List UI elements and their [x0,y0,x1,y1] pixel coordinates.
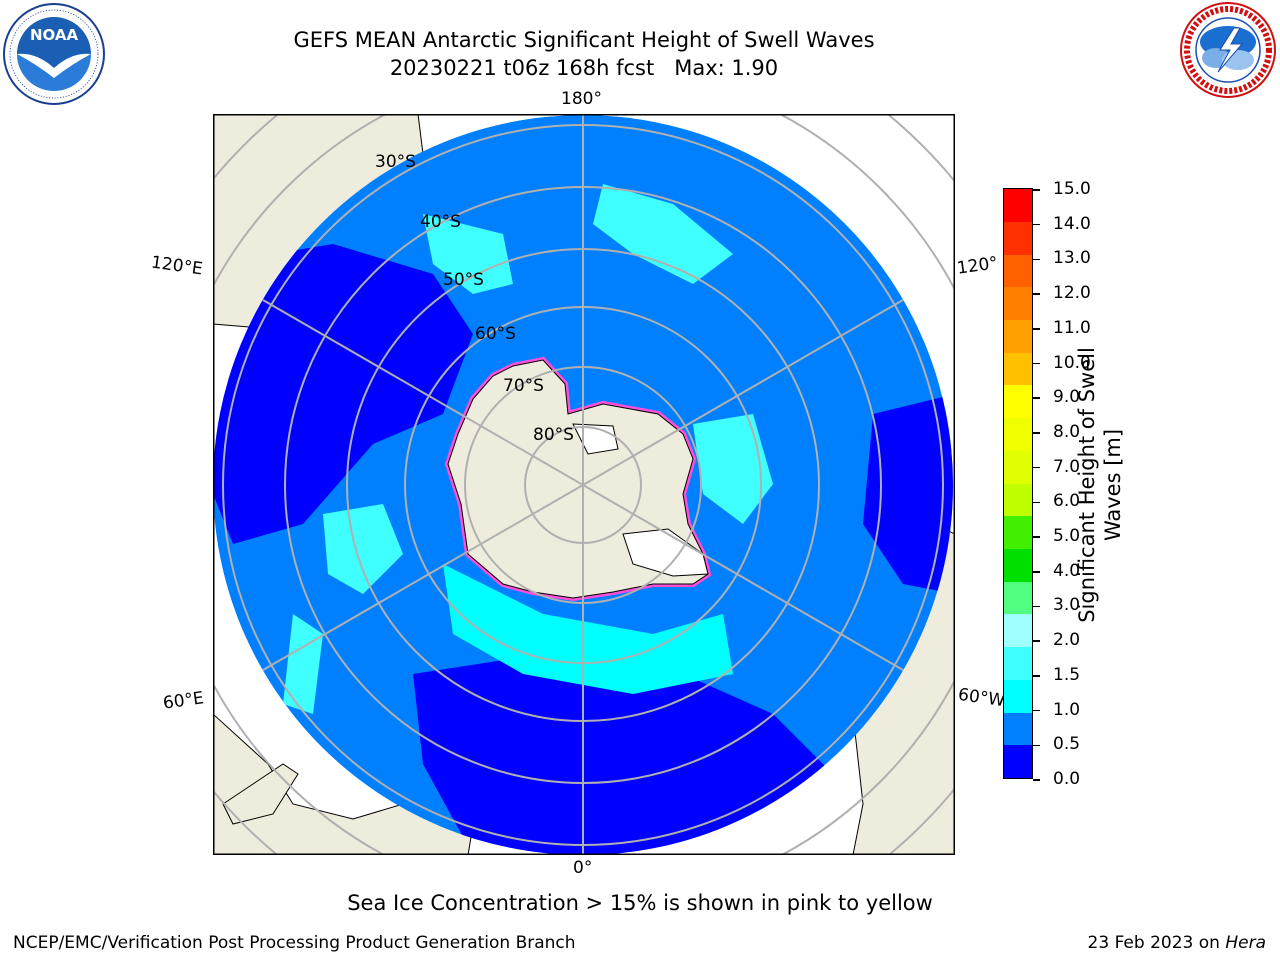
colorbar-bin [1004,319,1032,353]
colorbar-tick-label: 13.0 [1053,248,1091,269]
lon-label-120e: 120°E [149,252,204,280]
graticule [222,115,944,855]
colorbar [1003,188,1033,779]
colorbar-tick-label: 1.5 [1053,664,1081,685]
colorbar-bin [1004,352,1032,386]
colorbar-tick-label: 7.0 [1053,456,1081,477]
swell-band-south [443,564,733,694]
lat-label-80s: 80°S [533,425,574,445]
colorbar-bin [1004,516,1032,549]
colorbar-tick-mark [1033,466,1040,469]
colorbar-bin [1004,712,1032,746]
lon-label-180: 180° [561,89,602,109]
colorbar-tick-label: 6.0 [1053,491,1081,512]
colorbar-bin [1004,418,1032,451]
colorbar-tick-label: 11.0 [1053,317,1091,338]
colorbar-bin [1004,581,1032,615]
colorbar-tick-mark [1033,709,1040,712]
lat-label-70s: 70°S [503,376,544,396]
lat-label-30s: 30°S [375,152,416,172]
ice-shelf-weddell [622,528,709,577]
footer-date-text: 23 Feb 2023 on [1087,933,1226,953]
colorbar-tick-mark [1033,293,1040,295]
colorbar-bin [1004,450,1032,484]
colorbar-tick-mark [1033,328,1040,330]
footer-machine: Hera [1225,933,1266,953]
colorbar-tick-label: 5.0 [1053,526,1081,547]
colorbar-bin [1004,548,1032,582]
sea-ice-note: Sea Ice Concentration > 15% is shown in … [347,891,933,915]
colorbar-tick-mark [1033,362,1040,365]
colorbar-tick-mark [1033,640,1040,642]
colorbar-bin [1004,221,1032,255]
footer-date: 23 Feb 2023 on Hera [1088,933,1266,953]
map-panel: 30°S 40°S 50°S 60°S 70°S 80°S [212,113,956,856]
map-title: GEFS MEAN Antarctic Significant Height o… [293,28,875,52]
lon-label-60w: 60°W [956,684,1007,712]
colorbar-tick-mark [1033,258,1040,261]
colorbar-tick-label: 3.0 [1053,595,1081,616]
colorbar-bin [1004,287,1032,320]
swell-band-pacific [593,184,733,284]
lon-label-120w: 120° [955,253,1000,279]
colorbar-bin [1004,385,1032,419]
colorbar-bin [1004,647,1032,680]
map-frame [212,113,956,856]
colorbar-tick-label: 0.0 [1053,769,1081,789]
colorbar-tick-mark [1033,605,1040,608]
land-madagascar [222,763,299,825]
colorbar-tick-mark [1033,432,1040,434]
colorbar-tick-mark [1033,397,1040,399]
lat-label-50s: 50°S [443,270,484,290]
colorbar-tick-label: 4.0 [1053,560,1081,581]
colorbar-tick-mark [1033,779,1040,781]
colorbar-tick-mark [1033,744,1040,747]
colorbar-label-line1: Significant Height of Swell [1075,347,1099,623]
swell-low-indian [213,244,473,544]
lon-label-60e: 60°E [161,688,206,714]
colorbar-tick-label: 9.0 [1053,387,1081,408]
colorbar-bin [1004,189,1032,222]
colorbar-bin [1004,483,1032,517]
colorbar-tick-label: 8.0 [1053,421,1081,442]
swell-band-east [693,414,773,524]
colorbar-tick-label: 14.0 [1053,213,1091,234]
colorbar-tick-label: 15.0 [1053,179,1091,199]
colorbar-tick-mark [1033,536,1040,538]
swell-low-atlantic [413,654,833,855]
colorbar-tick-label: 0.5 [1053,734,1081,755]
swell-low-pacific-east [863,394,953,594]
lat-label-60s: 60°S [475,324,516,344]
swell-band-southwest [283,614,323,714]
colorbar-tick-label: 12.0 [1053,283,1091,304]
colorbar-tick-mark [1033,501,1040,504]
colorbar-bin [1004,254,1032,288]
colorbar-tick-mark [1033,571,1040,573]
colorbar-tick-label: 10.0 [1053,352,1091,373]
colorbar-bin [1004,745,1032,778]
noaa-logo-text: NOAA [30,26,79,44]
colorbar-label-line2: Waves [m] [1101,428,1125,542]
colorbar-bin [1004,679,1032,713]
noaa-logo: NOAA [2,2,106,106]
colorbar-tick-label: 1.0 [1053,699,1081,720]
colorbar-tick-label: 2.0 [1053,630,1081,651]
footer-branch: NCEP/EMC/Verification Post Processing Pr… [13,933,576,953]
colorbar-bin [1004,614,1032,648]
nws-logo [1176,0,1280,100]
map-subtitle: 20230221 t06z 168h fcst Max: 1.90 [389,56,779,80]
swell-band-tasman [423,214,513,294]
swell-band-west [323,504,403,594]
lat-label-40s: 40°S [420,212,461,232]
lon-label-0: 0° [573,858,593,878]
colorbar-tick-mark [1033,223,1040,226]
colorbar-tick-mark [1033,189,1040,191]
colorbar-tick-mark [1033,675,1040,677]
